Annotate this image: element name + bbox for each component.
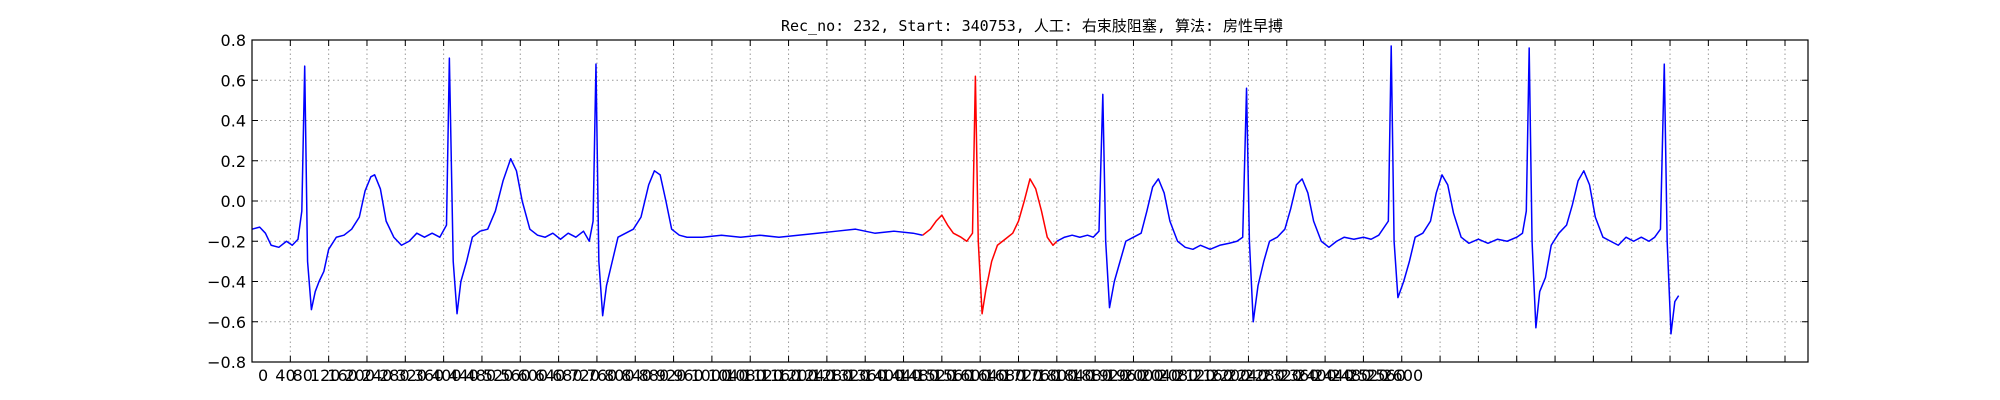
x-tick-label: 2080 (1158, 366, 1199, 385)
y-tick-label: −0.8 (207, 353, 246, 372)
x-tick-label: 80 (293, 366, 313, 385)
x-tick-label: 2600 (1383, 366, 1424, 385)
x-tick-label: 160 (327, 366, 358, 385)
x-tick-label: 680 (552, 366, 583, 385)
x-tick-label: 2480 (1331, 366, 1372, 385)
grid-lines (251, 39, 1808, 363)
ecg-series-line (1056, 45, 1680, 335)
y-tick-label: −0.4 (207, 273, 246, 292)
x-tick-label: 440 (448, 366, 479, 385)
x-tick-label: 2320 (1261, 366, 1302, 385)
y-tick-label: −0.2 (207, 232, 246, 251)
axis-ticks: 0.80.60.40.20.0−0.2−0.4−0.6−0.80 40801201… (207, 31, 1808, 385)
x-tick-label: 880 (639, 366, 670, 385)
x-tick-label: 1200 (777, 366, 818, 385)
y-tick-label: 0.4 (221, 112, 246, 131)
x-tick-label: 1080 (725, 366, 766, 385)
x-tick-label: 1520 (915, 366, 956, 385)
x-tick-label: 520 (483, 366, 514, 385)
x-tick-label: 400 (431, 366, 462, 385)
x-tick-label: 1160 (760, 366, 801, 385)
x-tick-label: 1240 (794, 366, 835, 385)
x-tick-label: 1560 (933, 366, 974, 385)
y-tick-label: 0.0 (221, 192, 246, 211)
y-tick-label: 0.6 (221, 71, 246, 90)
x-tick-label: 1400 (864, 366, 905, 385)
x-tick-label: 1680 (985, 366, 1026, 385)
ecg-series-line (251, 57, 923, 317)
x-tick-label: 120 (310, 366, 341, 385)
x-tick-label: 760 (587, 366, 618, 385)
x-tick-label: 1480 (898, 366, 939, 385)
x-tick-label: 1720 (1002, 366, 1043, 385)
x-tick-label: 1800 (1037, 366, 1078, 385)
x-tick-label: 200 (345, 366, 376, 385)
x-tick-label: 1040 (708, 366, 749, 385)
x-tick-label: 2040 (1140, 366, 1181, 385)
ecg-traces (251, 45, 1680, 335)
ecg-series-line (922, 75, 1058, 315)
x-tick-label: 240 (362, 366, 393, 385)
y-tick-label: 0.2 (221, 152, 246, 171)
x-tick-label: 1000 (691, 366, 732, 385)
x-tick-label: 800 (604, 366, 635, 385)
x-tick-label: 1920 (1088, 366, 1129, 385)
x-tick-label: 840 (621, 366, 652, 385)
x-tick-label: 1960 (1106, 366, 1147, 385)
y-tick-label: −0.6 (207, 313, 246, 332)
x-tick-label: 1280 (812, 366, 853, 385)
x-tick-label: 480 (466, 366, 497, 385)
x-tick-label: 920 (656, 366, 687, 385)
y-tick-label: 0.8 (221, 31, 246, 50)
x-tick-label: 1440 (881, 366, 922, 385)
chart-title: Rec_no: 232, Start: 340753, 人工: 右束肢阻塞, 算… (781, 17, 1283, 35)
x-tick-label: 640 (535, 366, 566, 385)
x-tick-label: 320 (396, 366, 427, 385)
x-tick-label: 1120 (742, 366, 783, 385)
x-tick-label: 2440 (1313, 366, 1354, 385)
x-tick-label: 40 (275, 366, 295, 385)
x-tick-label: 360 (414, 366, 445, 385)
x-tick-label: 0 (258, 366, 268, 385)
x-tick-label: 720 (569, 366, 600, 385)
x-tick-label: 2120 (1175, 366, 1216, 385)
x-tick-label: 2560 (1365, 366, 1406, 385)
plot-frame (251, 39, 1809, 363)
x-tick-label: 1360 (846, 366, 887, 385)
x-tick-label: 1760 (1019, 366, 1060, 385)
x-tick-label: 960 (673, 366, 704, 385)
x-tick-label: 2520 (1348, 366, 1389, 385)
x-tick-label: 1320 (829, 366, 870, 385)
x-tick-label: 1600 (950, 366, 991, 385)
x-tick-label: 2280 (1244, 366, 1285, 385)
x-tick-label: 560 (500, 366, 531, 385)
x-tick-label: 280 (379, 366, 410, 385)
x-tick-label: 1640 (967, 366, 1008, 385)
x-tick-label: 1840 (1054, 366, 1095, 385)
x-tick-label: 2400 (1296, 366, 1337, 385)
x-tick-label: 2240 (1227, 366, 1268, 385)
x-tick-label: 600 (518, 366, 549, 385)
x-tick-label: 2160 (1192, 366, 1233, 385)
x-tick-label: 1880 (1071, 366, 1112, 385)
x-tick-label: 2200 (1210, 366, 1251, 385)
x-tick-label: 2000 (1123, 366, 1164, 385)
x-tick-label: 2360 (1279, 366, 1320, 385)
